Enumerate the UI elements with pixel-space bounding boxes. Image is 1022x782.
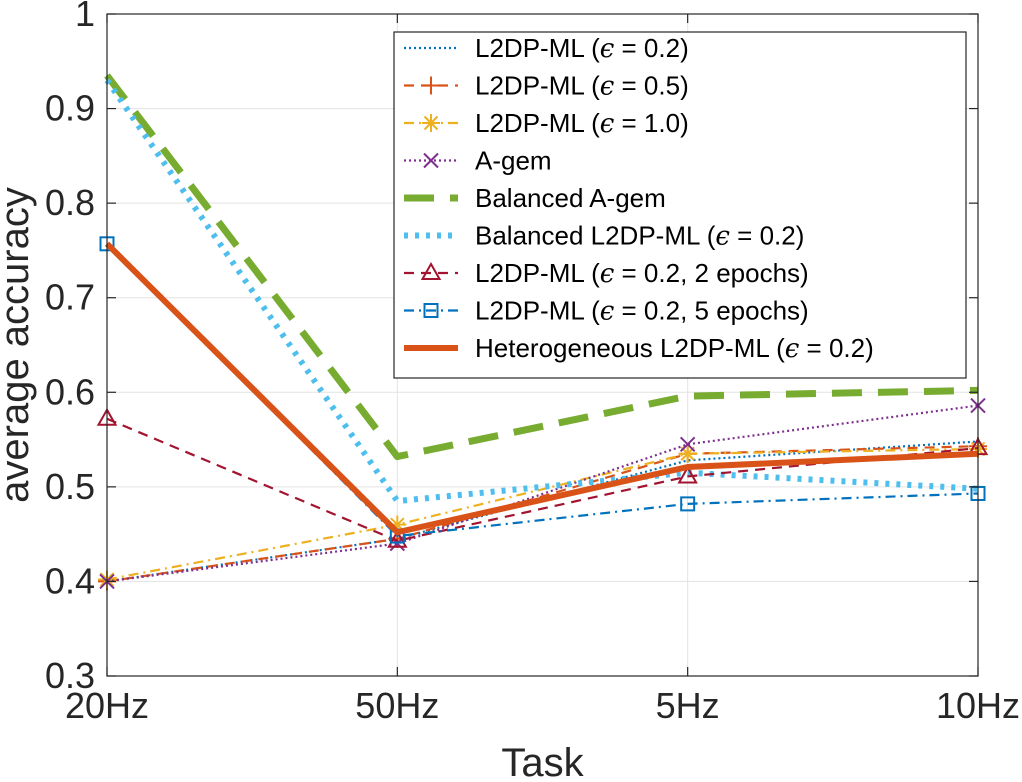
axis-ticks: 0.3 0.4 0.5 0.6 0.7 0.8 0.9 1 20Hz 50Hz 5Hz 10Hz [45,0,1020,726]
legend-item: L2DP-ML (ϵ = 0.2, 2 epochs) [404,258,809,289]
data-point-marker [679,436,696,453]
y-tick-label: 0.9 [45,88,95,129]
y-tick-label: 0.5 [45,466,95,507]
y-axis-label: average accuracy [0,187,37,503]
legend-marker [422,76,440,95]
y-tick-label: 0.4 [45,560,95,601]
series-line [104,241,979,536]
legend-label: L2DP-ML (ϵ = 0.2, 2 epochs) [475,258,809,289]
legend-item: Heterogeneous L2DP-ML (ϵ = 0.2) [404,333,874,364]
legend-label: L2DP-ML (ϵ = 0.2, 5 epochs) [475,296,809,327]
x-tick-label: 5Hz [656,685,720,726]
legend-label: L2DP-ML (ϵ = 1.0) [475,108,689,139]
series-4 [99,397,986,590]
legend-marker [423,303,439,318]
legend-label: Balanced L2DP-ML (ϵ = 0.2) [475,221,804,252]
series-line [104,73,979,461]
y-tick-label: 0.8 [45,182,95,223]
data-point-marker [388,515,407,534]
series-line [104,78,979,505]
series-layer [96,73,989,591]
legend-box [393,31,967,379]
legend-label: Balanced A-gem [475,183,666,213]
x-axis-label: Task [501,741,584,782]
series-9 [104,241,979,536]
series-line [106,404,979,583]
legend-label: L2DP-ML (ϵ = 0.2) [475,33,689,64]
data-point-marker [387,529,408,548]
x-tick-label: 50Hz [355,685,439,726]
legend-label: Heterogeneous L2DP-ML (ϵ = 0.2) [475,333,874,364]
series-line [106,445,979,583]
legend-item: L2DP-ML (ϵ = 0.5) [404,71,689,102]
series-line [106,440,979,583]
x-tick-label: 10Hz [936,685,1020,726]
y-tick-label: 1 [75,0,95,34]
series-1 [106,440,979,583]
y-tick-label: 0.6 [45,371,95,412]
data-point-marker [677,465,698,484]
legend-item: A-gem [404,146,552,176]
series-7 [96,407,989,548]
legend-marker [420,261,442,280]
legend-item: Balanced A-gem [404,183,666,213]
legend-marker [422,114,440,132]
series-6 [104,78,979,505]
x-tick-label: 20Hz [65,685,149,726]
legend-item: Balanced L2DP-ML (ϵ = 0.2) [404,221,804,252]
series-5 [104,73,979,461]
data-point-marker [678,444,697,463]
series-line [106,417,979,542]
legend-item: L2DP-ML (ϵ = 0.2, 5 epochs) [404,296,809,327]
legend: L2DP-ML (ϵ = 0.2) L2DP-ML (ϵ = 0.5) L2DP-M… [393,31,967,379]
legend-marker [423,152,439,169]
legend-label: A-gem [475,146,552,176]
legend-label: L2DP-ML (ϵ = 0.5) [475,71,689,102]
series-line [106,447,979,581]
data-point-marker [680,496,696,512]
legend-item: L2DP-ML (ϵ = 0.2) [404,33,689,64]
y-tick-label: 0.3 [45,655,95,696]
legend-item: L2DP-ML (ϵ = 1.0) [404,108,689,139]
plot-frame [106,13,979,677]
y-tick-label: 0.7 [45,277,95,318]
